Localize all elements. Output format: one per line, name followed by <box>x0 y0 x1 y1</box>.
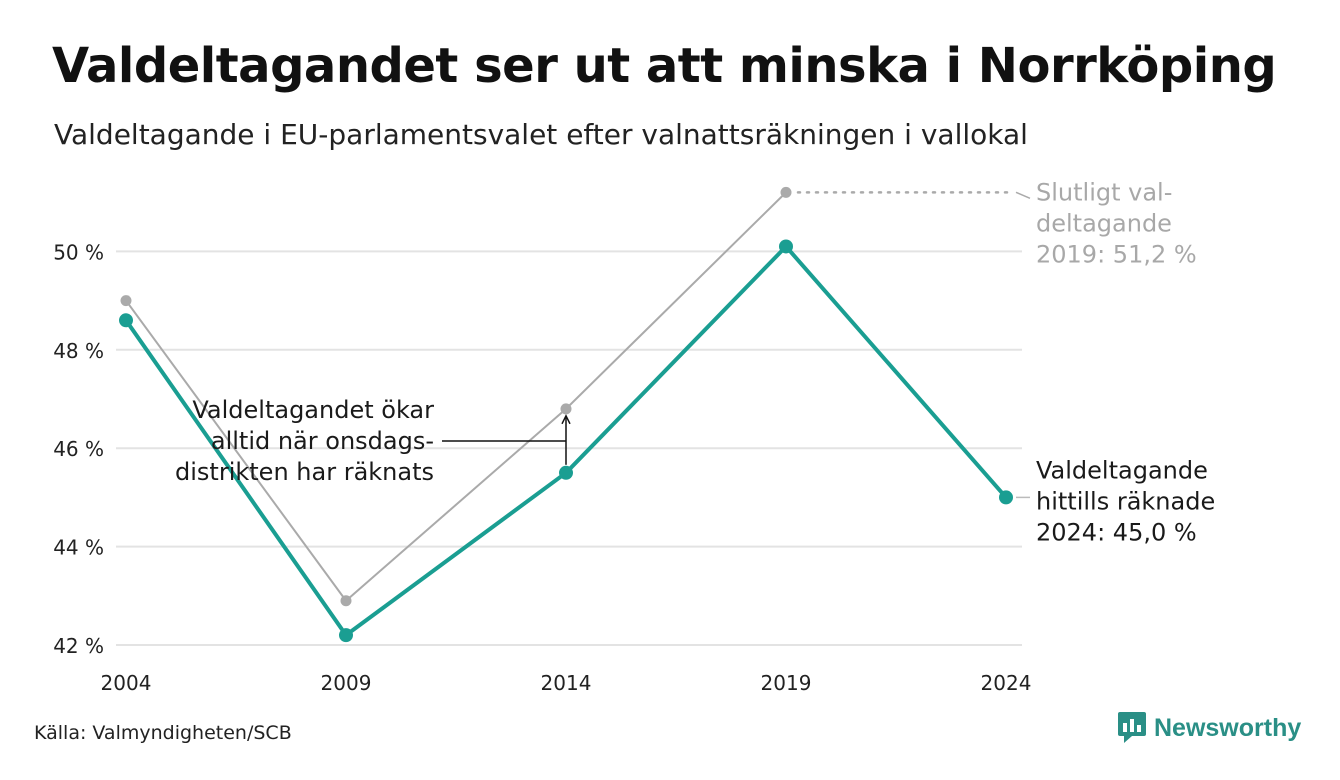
newsworthy-logo-icon <box>1118 712 1146 743</box>
wednesday-annotation: distrikten har räknats <box>175 458 434 486</box>
x-tick-label: 2014 <box>541 671 592 695</box>
final-2019-annotation: deltagande <box>1036 209 1172 237</box>
current-2024-annotation: 2024: 45,0 % <box>1036 518 1197 546</box>
source-note: Källa: Valmyndigheten/SCB <box>34 722 292 744</box>
chart-title: Valdeltagandet ser ut att minska i Norrk… <box>52 38 1277 94</box>
y-tick-label: 50 % <box>53 240 104 264</box>
brand-name: Newsworthy <box>1154 713 1302 742</box>
final-series-point <box>120 295 132 307</box>
final-series-line <box>125 191 787 603</box>
x-tick-label: 2009 <box>321 671 372 695</box>
current-2024-annotation: Valdeltagande <box>1036 456 1208 484</box>
main-series-point <box>559 465 573 480</box>
final-series-point <box>780 186 792 198</box>
x-tick-label: 2004 <box>101 671 152 695</box>
y-tick-label: 48 % <box>53 339 104 363</box>
wednesday-annotation: alltid när onsdags- <box>211 427 434 455</box>
final-2019-annotation: 2019: 51,2 % <box>1036 240 1197 268</box>
main-series-point <box>119 313 133 328</box>
x-tick-label: 2019 <box>761 671 812 695</box>
current-2024-annotation: hittills räknade <box>1036 487 1215 515</box>
main-series-point <box>339 628 353 643</box>
y-tick-label: 44 % <box>53 536 104 560</box>
wednesday-annotation: Valdeltagandet ökar <box>192 396 434 424</box>
main-series-point <box>999 490 1013 505</box>
main-series-point <box>779 239 793 254</box>
y-tick-label: 42 % <box>53 634 104 658</box>
brand-logo: Newsworthy <box>1118 712 1301 744</box>
final-series-point <box>340 595 352 607</box>
wednesday-arrow-head <box>561 414 571 425</box>
final-2019-annotation: Slutligt val- <box>1036 178 1172 206</box>
y-tick-label: 46 % <box>53 437 104 461</box>
final-2019-leader-tick <box>1015 191 1031 200</box>
x-tick-label: 2024 <box>981 671 1032 695</box>
final-series-point <box>560 403 572 415</box>
chart-subtitle: Valdeltagande i EU-parlamentsvalet efter… <box>54 118 1028 151</box>
